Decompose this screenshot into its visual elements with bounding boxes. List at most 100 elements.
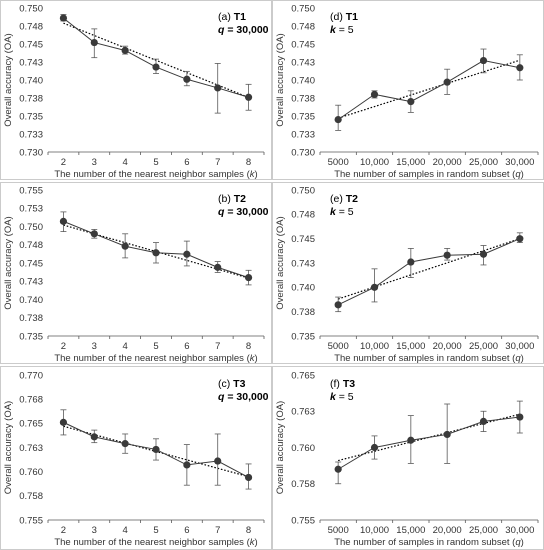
x-tick-label: 5000 xyxy=(328,341,349,352)
chart-panel-f: 0.755 0.758 0.760 0.763 0.765 5000 10,000 15,00… xyxy=(272,366,544,550)
x-tick-label: 4 xyxy=(122,525,127,536)
panel-tag: (f) T3 xyxy=(330,378,355,390)
panel-letter: (f) xyxy=(330,378,340,390)
parameter-var: k xyxy=(330,391,337,403)
x-axis-label-end: ) xyxy=(521,537,524,548)
x-tick-label: 8 xyxy=(246,525,251,536)
x-tick-label: 10,000 xyxy=(360,525,389,536)
y-tick-label: 0.733 xyxy=(291,129,315,140)
y-tick-label: 0.738 xyxy=(19,93,43,104)
y-axis-label: Overall accuracy (OA) xyxy=(275,216,286,309)
x-axis-label: The number of the nearest neighbor sampl… xyxy=(54,169,257,180)
series-line xyxy=(337,416,520,470)
chart-panel-b: 0.735 0.738 0.740 0.743 0.745 0.748 0.750 0.753… xyxy=(0,182,272,364)
y-axis-label: Overall accuracy (OA) xyxy=(275,33,286,126)
x-tick-label: 30,000 xyxy=(505,525,534,536)
panel-letter: (b) xyxy=(218,193,231,205)
panel-letter: (e) xyxy=(330,193,343,205)
x-tick-label: 6 xyxy=(184,525,189,536)
x-tick-label: 30,000 xyxy=(505,157,534,168)
y-tick-label: 0.755 xyxy=(291,515,315,526)
x-tick-label: 8 xyxy=(246,157,251,168)
y-tick-label: 0.743 xyxy=(19,277,43,288)
y-tick-label: 0.755 xyxy=(19,185,43,196)
parameter-value: = 30,000 xyxy=(224,391,268,403)
panel-parameter: k = 5 xyxy=(330,391,354,403)
y-tick-label: 0.743 xyxy=(19,57,43,68)
parameter-value: = 5 xyxy=(336,24,354,36)
y-tick-label: 0.735 xyxy=(19,331,43,342)
x-axis-label-var: q xyxy=(515,169,521,180)
x-tick-label: 3 xyxy=(92,525,97,536)
y-tick-label: 0.748 xyxy=(19,21,43,32)
data-point xyxy=(152,249,160,257)
x-tick-label: 15,000 xyxy=(396,157,425,168)
x-tick-label: 8 xyxy=(246,341,251,352)
data-point xyxy=(183,461,191,469)
data-point xyxy=(443,78,451,86)
y-tick-label: 0.763 xyxy=(291,407,315,418)
data-point xyxy=(244,473,253,482)
data-point xyxy=(516,64,524,72)
data-point xyxy=(59,217,68,225)
y-tick-label: 0.738 xyxy=(19,313,43,324)
data-point xyxy=(334,301,342,309)
data-point xyxy=(516,413,524,421)
x-tick-label: 5000 xyxy=(328,525,349,536)
panel-frame xyxy=(0,0,272,180)
data-point xyxy=(152,63,160,71)
x-axis-label-text: The number of the nearest neighbor sampl… xyxy=(54,537,250,548)
data-point xyxy=(244,93,253,101)
x-tick-label: 20,000 xyxy=(433,157,462,168)
panel-parameter: k = 5 xyxy=(330,206,354,218)
x-tick-label: 5 xyxy=(153,341,158,352)
data-point xyxy=(443,430,451,439)
panel-parameter: q = 30,000 xyxy=(218,391,269,403)
x-axis-label-var: q xyxy=(515,353,521,364)
panel-letter: (d) xyxy=(330,11,343,23)
parameter-value: = 5 xyxy=(336,391,354,403)
series-line xyxy=(337,60,520,121)
data-point xyxy=(334,116,342,124)
x-axis-label: The number of the nearest neighbor sampl… xyxy=(54,537,257,548)
panel-frame xyxy=(0,182,272,364)
x-axis-label-var: q xyxy=(515,537,521,548)
x-tick-label: 5 xyxy=(153,525,158,536)
x-tick-label: 25,000 xyxy=(469,525,498,536)
y-tick-label: 0.743 xyxy=(291,258,315,269)
x-tick-label: 6 xyxy=(184,341,189,352)
data-point xyxy=(479,56,488,65)
data-point xyxy=(407,258,415,266)
x-tick-label: 15,000 xyxy=(396,525,425,536)
x-axis-label: The number of the nearest neighbor sampl… xyxy=(54,353,257,364)
y-tick-label: 0.743 xyxy=(291,57,315,68)
panel-tag: (c) T3 xyxy=(218,378,246,390)
y-tick-label: 0.733 xyxy=(19,129,43,140)
y-tick-label: 0.748 xyxy=(291,210,315,221)
y-tick-label: 0.740 xyxy=(19,75,43,86)
x-tick-label: 20,000 xyxy=(433,525,462,536)
x-axis-label-text: The number of samples in random subset ( xyxy=(334,537,516,548)
y-axis-label: Overall accuracy (OA) xyxy=(3,216,14,309)
y-tick-label: 0.750 xyxy=(19,222,43,233)
x-tick-label: 10,000 xyxy=(360,341,389,352)
trend-line xyxy=(337,238,521,300)
data-point xyxy=(370,283,379,291)
data-point xyxy=(152,445,160,454)
y-tick-label: 0.760 xyxy=(291,443,315,454)
data-point xyxy=(90,230,98,238)
panel-tag: (b) T2 xyxy=(218,193,246,205)
x-tick-label: 3 xyxy=(92,341,97,352)
y-tick-label: 0.755 xyxy=(19,515,43,526)
x-axis-label-text: The number of the nearest neighbor sampl… xyxy=(54,169,250,180)
y-tick-label: 0.763 xyxy=(19,443,43,454)
x-tick-label: 4 xyxy=(122,157,127,168)
x-axis-label-end: ) xyxy=(254,169,257,180)
panel-name: T3 xyxy=(343,378,355,390)
x-axis-label-text: The number of samples in random subset ( xyxy=(334,169,516,180)
x-axis-label-end: ) xyxy=(254,537,257,548)
x-axis-label-end: ) xyxy=(521,353,524,364)
panel-name: T2 xyxy=(234,193,246,205)
x-tick-label: 25,000 xyxy=(469,341,498,352)
data-point xyxy=(370,90,379,98)
